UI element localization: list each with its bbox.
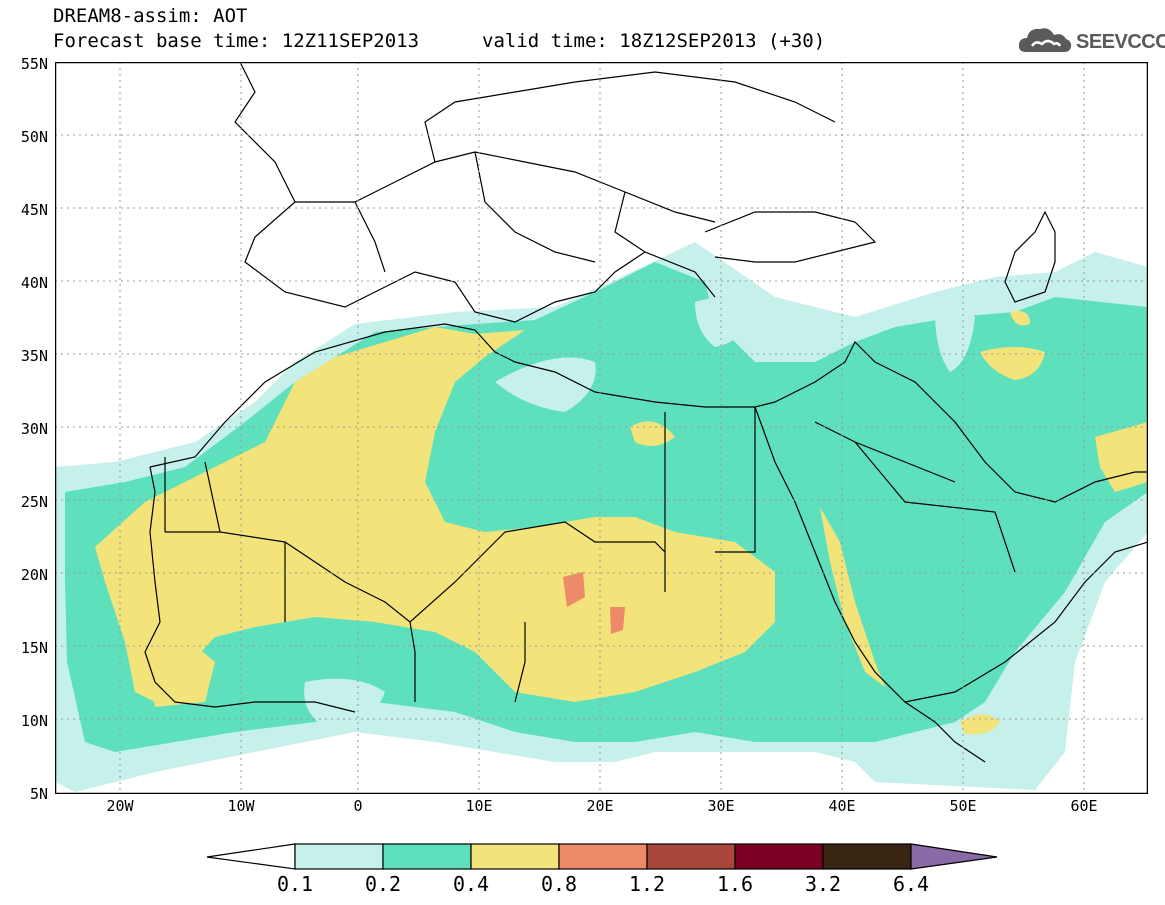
colorbar-label-6.4: 6.4 — [892, 872, 930, 896]
forecast-base-time: Forecast base time: 12Z11SEP2013 — [53, 30, 420, 52]
colorbar-label-0.1: 0.1 — [276, 872, 314, 896]
colorbar-segment-1.6 — [734, 843, 824, 870]
lat-label-10n: 10N — [20, 712, 48, 730]
lat-label-55n: 55N — [20, 55, 48, 73]
lon-label-20w: 20W — [106, 797, 134, 815]
lon-label-10w: 10W — [227, 797, 255, 815]
map-title: DREAM8-assim: AOT — [53, 5, 248, 27]
coastline-black-sea — [704, 211, 877, 263]
colorbar-segment-0.8 — [558, 843, 648, 870]
lat-label-20n: 20N — [20, 566, 48, 584]
coastline-arabia — [774, 340, 1148, 503]
colorbar-segment-1.2 — [646, 843, 736, 870]
lon-label-10e: 10E — [465, 797, 493, 815]
map-canvas — [55, 62, 1148, 794]
lat-label-15n: 15N — [20, 639, 48, 657]
lat-label-45n: 45N — [20, 201, 48, 219]
colorbar-label-0.8: 0.8 — [540, 872, 578, 896]
lat-label-35n: 35N — [20, 347, 48, 365]
colorbar-label-3.2: 3.2 — [804, 872, 842, 896]
border-europe — [295, 71, 836, 273]
lat-label-50n: 50N — [20, 128, 48, 146]
aot-layer-0.8 — [563, 572, 585, 607]
lon-label-0: 0 — [353, 797, 363, 815]
colorbar-label-0.4: 0.4 — [452, 872, 490, 896]
colorbar-label-1.2: 1.2 — [628, 872, 666, 896]
lon-label-60e: 60E — [1070, 797, 1098, 815]
coastline-europe — [234, 62, 716, 323]
aot-map — [55, 62, 1148, 794]
coastline-arabia-south — [904, 541, 1148, 703]
colorbar-segment-0.1 — [294, 843, 384, 870]
lat-label-30n: 30N — [20, 420, 48, 438]
colorbar-label-0.2: 0.2 — [364, 872, 402, 896]
valid-time: valid time: 18Z12SEP2013 (+30) — [482, 30, 826, 52]
aot-layer-0.4 — [95, 327, 775, 702]
seevccc-logo: SEEVCCC — [1016, 22, 1165, 58]
lon-label-40e: 40E — [828, 797, 856, 815]
lon-label-30e: 30E — [707, 797, 735, 815]
border-lines — [164, 407, 1016, 703]
colorbar-min-arrow — [206, 843, 296, 870]
colorbar-max-arrow — [910, 843, 998, 870]
colorbar-label-1.6: 1.6 — [716, 872, 754, 896]
coastline-red-sea — [754, 406, 986, 763]
coastline-north-africa — [149, 323, 776, 468]
logo-text: SEEVCCC — [1076, 31, 1165, 53]
cloud-icon — [1018, 28, 1072, 52]
coastline-caspian — [1004, 210, 1056, 303]
colorbar-segment-3.2 — [822, 843, 912, 870]
lat-label-25n: 25N — [20, 493, 48, 511]
lon-label-50e: 50E — [949, 797, 977, 815]
lat-label-40n: 40N — [20, 274, 48, 292]
colorbar-segment-0.4 — [470, 843, 560, 870]
lon-label-20e: 20E — [586, 797, 614, 815]
lat-label-5n: 5N — [29, 785, 48, 803]
coastline-west-africa — [144, 466, 356, 713]
colorbar-segment-0.2 — [382, 843, 472, 870]
